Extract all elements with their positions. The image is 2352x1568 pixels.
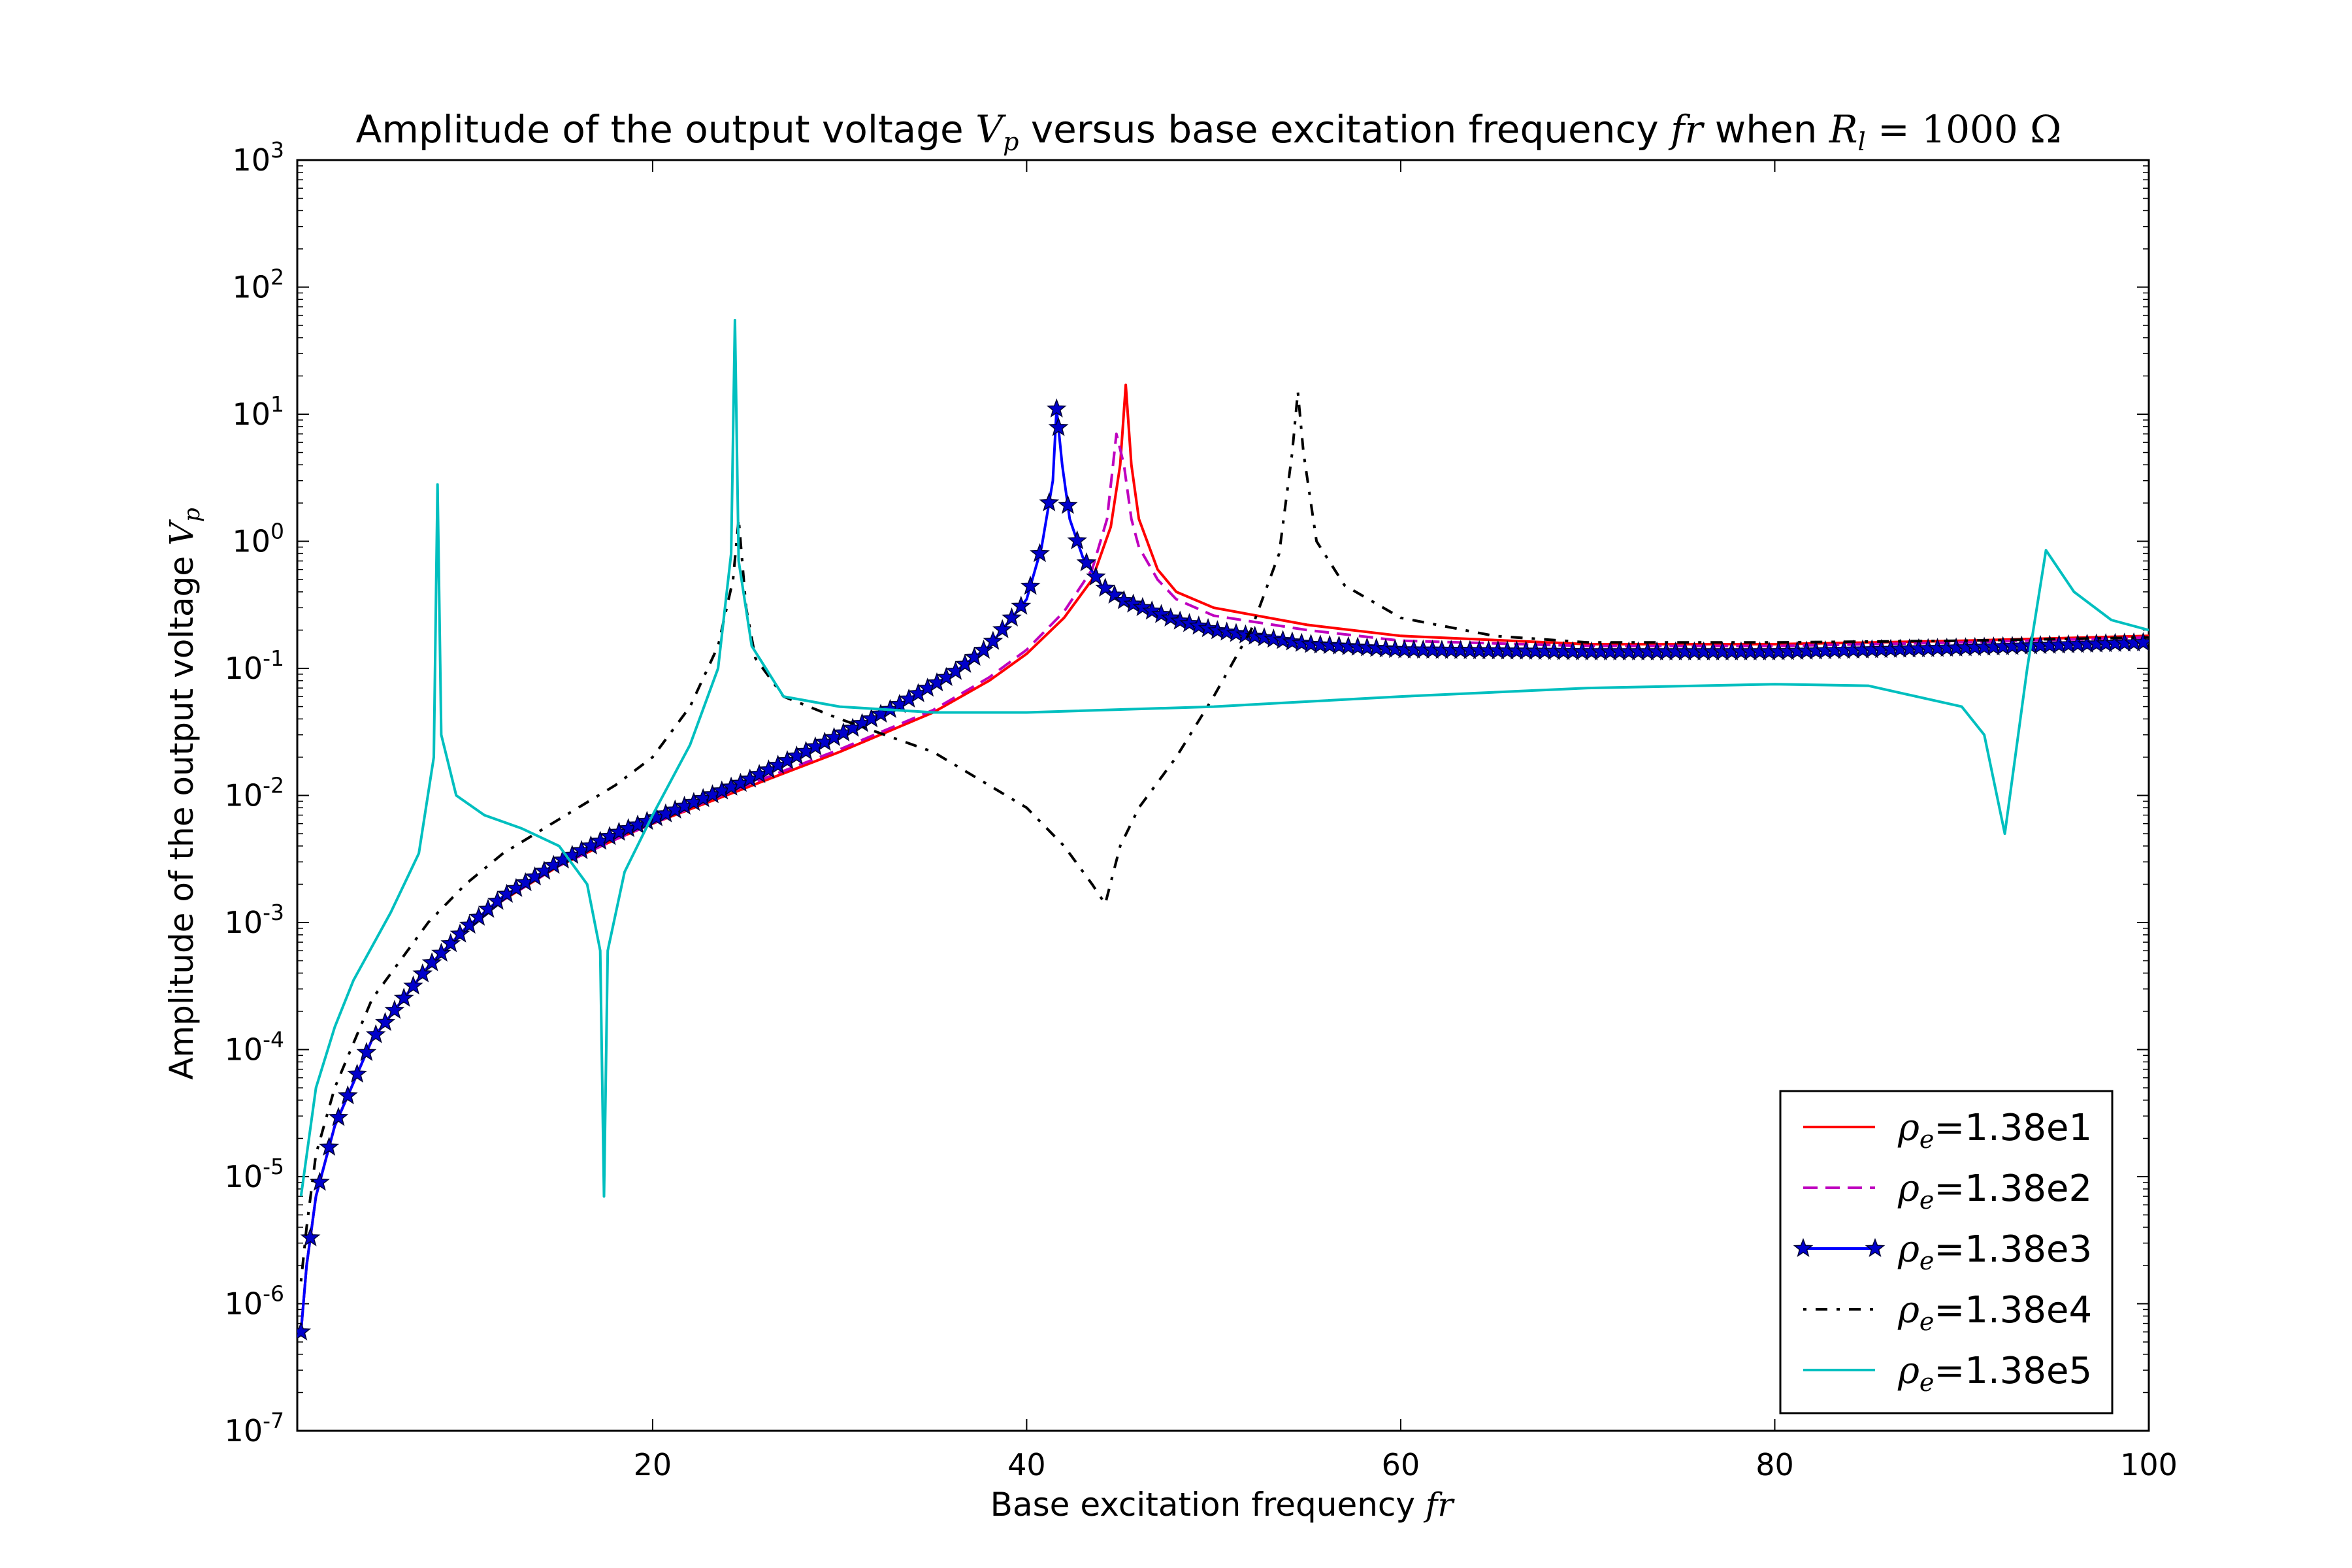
series-point <box>1046 398 1067 418</box>
x-axis-ticks: 20 40 60 80 100 <box>634 160 2178 1482</box>
series-5 <box>299 319 2149 1198</box>
series-point <box>1151 604 1171 623</box>
x-tick-label: 100 <box>2120 1447 2178 1482</box>
y-tick-label: 10-1 <box>225 645 284 686</box>
series-point <box>1291 632 1312 652</box>
series-4 <box>299 390 2149 1282</box>
series-point <box>1058 495 1078 514</box>
legend-entry: ρe=1.38e5 <box>1803 1350 2092 1397</box>
plot-area: 20 40 60 80 100 10-7 10-6 10-5 10-4 10-3 10-2 10-1… <box>225 137 2178 1482</box>
series-point <box>1076 552 1097 572</box>
series-point <box>347 1063 367 1083</box>
x-axis-label: Base excitation frequency fr <box>990 1486 1456 1524</box>
series-point <box>1273 630 1293 649</box>
series-point <box>1030 543 1050 563</box>
series-point <box>393 987 414 1007</box>
legend-label: ρe=1.38e4 <box>1897 1289 2092 1336</box>
x-tick-label: 60 <box>1382 1447 1420 1482</box>
series-point <box>431 942 451 962</box>
legend-entry: ρe=1.38e1 <box>1803 1107 2092 1154</box>
chart-title: Amplitude of the output voltage Vp versu… <box>356 107 2062 156</box>
series-point <box>1235 624 1256 644</box>
legend-label: ρe=1.38e3 <box>1897 1228 2092 1275</box>
series-point <box>300 1227 321 1247</box>
series-point <box>1011 595 1032 615</box>
legend-label: ρe=1.38e1 <box>1897 1107 2092 1154</box>
series-point <box>440 933 461 953</box>
series-point <box>1169 610 1190 630</box>
legend-label: ρe=1.38e5 <box>1897 1350 2092 1397</box>
series-point <box>1160 607 1181 627</box>
series-point <box>1085 566 1106 586</box>
series-point <box>1217 621 1237 641</box>
y-tick-label: 10-4 <box>225 1027 284 1068</box>
y-axis-label: Amplitude of the output voltage Vp <box>163 508 205 1080</box>
series-point <box>1048 417 1069 436</box>
series-point <box>1282 631 1303 651</box>
series-point <box>1207 620 1228 640</box>
x-tick-label: 40 <box>1007 1447 1046 1482</box>
series-point <box>297 1321 312 1341</box>
series-point <box>992 619 1013 638</box>
y-tick-label: 100 <box>232 519 284 559</box>
y-tick-label: 10-2 <box>225 773 284 813</box>
series-point <box>1002 607 1022 627</box>
y-tick-label: 10-7 <box>225 1408 284 1448</box>
legend-entry: ρe=1.38e2 <box>1803 1168 2092 1215</box>
series-point <box>384 1000 405 1019</box>
y-tick-label: 101 <box>232 391 284 432</box>
legend-label: ρe=1.38e2 <box>1897 1168 2092 1215</box>
legend-star <box>1865 1237 1886 1258</box>
series-point <box>365 1024 386 1043</box>
series-point <box>1254 627 1275 647</box>
series-point <box>328 1107 349 1126</box>
y-tick-label: 10-5 <box>225 1154 284 1194</box>
series-point <box>403 975 423 995</box>
x-tick-label: 80 <box>1756 1447 1794 1482</box>
series-point <box>356 1041 377 1062</box>
series-point <box>1141 600 1162 620</box>
legend-entry: ρe=1.38e3 <box>1793 1228 2092 1275</box>
series-point <box>1020 576 1041 595</box>
series-point <box>1188 615 1209 635</box>
y-tick-label: 103 <box>232 137 284 178</box>
series-point <box>319 1136 340 1156</box>
legend-entry: ρe=1.38e4 <box>1803 1289 2092 1336</box>
y-tick-label: 10-3 <box>225 900 284 940</box>
legend: ρe=1.38e1 ρe=1.38e2 ρe=1.38e3 ρe=1.38e4 ρe=1… <box>1779 1090 2114 1414</box>
y-tick-label: 102 <box>232 265 284 305</box>
series-line <box>299 319 2149 1198</box>
series-point <box>421 952 442 972</box>
series-point <box>337 1085 358 1105</box>
series-point <box>1179 613 1200 632</box>
series-point <box>1039 492 1060 512</box>
series-line <box>299 390 2149 1282</box>
series-point <box>1226 623 1247 642</box>
series-point <box>983 630 1004 650</box>
series-point <box>1132 596 1153 617</box>
legend-frame <box>1779 1090 2114 1414</box>
legend-star <box>1793 1237 1814 1258</box>
series-point <box>1113 590 1134 610</box>
series-layer <box>297 319 2149 1341</box>
series-point <box>2133 632 2149 651</box>
series-point <box>375 1011 395 1032</box>
x-tick-label: 20 <box>634 1447 672 1482</box>
y-axis-ticks: 10-7 10-6 10-5 10-4 10-3 10-2 10-1 100 101 102 103 <box>225 137 2149 1448</box>
series-point <box>1263 629 1284 648</box>
series-point <box>1067 530 1088 549</box>
series-3 <box>297 398 2149 1341</box>
series-point <box>1123 593 1143 613</box>
y-tick-label: 10-6 <box>225 1281 284 1322</box>
series-point <box>1104 584 1125 604</box>
series-point <box>412 963 433 983</box>
